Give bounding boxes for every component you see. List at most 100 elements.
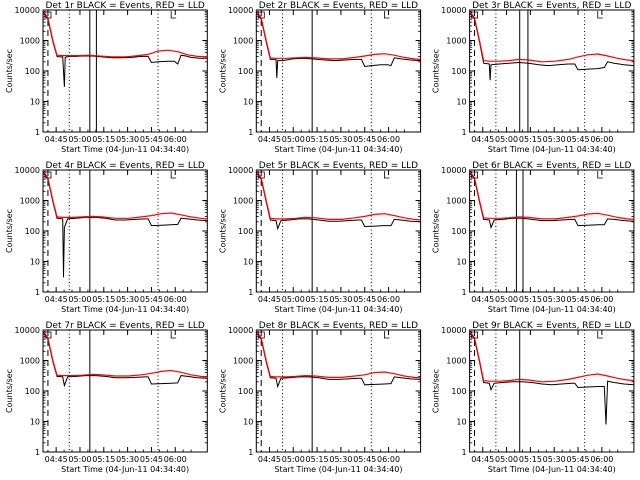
x-tick-label: 05:30 bbox=[329, 455, 352, 464]
series-line-events bbox=[255, 171, 421, 231]
x-tick-label: 05:15 bbox=[306, 295, 329, 304]
x-tick-label: 05:30 bbox=[543, 295, 566, 304]
series-line-events bbox=[255, 331, 421, 389]
y-tick-label: 10000 bbox=[228, 326, 253, 335]
x-tick-label: 04:45 bbox=[45, 455, 68, 464]
y-axis-label: Counts/sec bbox=[432, 209, 441, 253]
series-line-events bbox=[255, 11, 421, 78]
x-tick-label: 06:00 bbox=[377, 135, 400, 144]
y-tick-label: 10 bbox=[30, 98, 40, 107]
x-tick-label: 05:45 bbox=[140, 135, 163, 144]
y-tick-label: 100 bbox=[25, 227, 40, 236]
chart-title: Det 5r BLACK = Events, RED = LLD bbox=[259, 161, 418, 171]
y-axis-label: Counts/sec bbox=[5, 369, 14, 413]
chart-panel-9: Det 9r BLACK = Events, RED = LLD 1 10 100 10… bbox=[432, 321, 635, 474]
x-tick-label: 06:00 bbox=[164, 295, 187, 304]
corner-marker-left bbox=[257, 11, 265, 19]
x-tick-label: 05:00 bbox=[68, 455, 91, 464]
series-line-lld bbox=[42, 10, 208, 58]
x-axis-label: Start Time (04-Jun-11 04:34:40) bbox=[61, 145, 189, 154]
x-tick-label: 05:15 bbox=[519, 295, 542, 304]
y-axis-label: Counts/sec bbox=[5, 49, 14, 93]
x-axis-label: Start Time (04-Jun-11 04:34:40) bbox=[61, 305, 189, 314]
corner-marker-right bbox=[170, 171, 177, 179]
x-tick-label: 05:45 bbox=[353, 455, 376, 464]
x-tick-label: 05:15 bbox=[92, 455, 115, 464]
x-tick-label: 05:30 bbox=[329, 135, 352, 144]
x-tick-label: 05:00 bbox=[68, 135, 91, 144]
y-axis-label: Counts/sec bbox=[218, 369, 227, 413]
x-tick-label: 05:45 bbox=[353, 295, 376, 304]
series-line-lld bbox=[255, 10, 421, 60]
x-tick-label: 06:00 bbox=[590, 455, 613, 464]
corner-marker-left bbox=[257, 171, 265, 179]
y-tick-label: 10 bbox=[30, 418, 40, 427]
y-tick-label: 1000 bbox=[233, 197, 253, 206]
x-tick-label: 05:30 bbox=[329, 295, 352, 304]
x-tick-label: 05:15 bbox=[92, 135, 115, 144]
corner-marker-left bbox=[44, 171, 52, 179]
corner-marker-right bbox=[170, 331, 177, 339]
chart-panel-4: Det 4r BLACK = Events, RED = LLD 1 10 100 10… bbox=[5, 161, 208, 314]
x-tick-label: 05:00 bbox=[68, 295, 91, 304]
series-line-events bbox=[469, 331, 634, 425]
y-tick-label: 1000 bbox=[446, 197, 466, 206]
chart-title: Det 9r BLACK = Events, RED = LLD bbox=[472, 321, 631, 331]
chart-title: Det 7r BLACK = Events, RED = LLD bbox=[46, 321, 205, 331]
corner-marker-right bbox=[384, 11, 390, 19]
x-tick-label: 04:45 bbox=[45, 135, 68, 144]
chart-panel-3: Det 3r BLACK = Events, RED = LLD 1 10 100 10… bbox=[432, 1, 635, 154]
corner-marker-right bbox=[170, 11, 177, 19]
y-tick-label: 100 bbox=[451, 227, 466, 236]
x-tick-label: 05:30 bbox=[116, 135, 139, 144]
x-axis-label: Start Time (04-Jun-11 04:34:40) bbox=[488, 305, 616, 314]
y-tick-label: 1 bbox=[248, 448, 253, 457]
y-axis-label: Counts/sec bbox=[432, 369, 441, 413]
y-tick-label: 100 bbox=[451, 387, 466, 396]
y-tick-label: 100 bbox=[238, 387, 253, 396]
chart-title: Det 2r BLACK = Events, RED = LLD bbox=[259, 1, 418, 11]
y-tick-label: 10 bbox=[243, 418, 253, 427]
corner-marker-right bbox=[384, 331, 390, 339]
x-tick-label: 05:45 bbox=[140, 295, 163, 304]
x-axis-label: Start Time (04-Jun-11 04:34:40) bbox=[274, 465, 402, 474]
x-tick-label: 05:30 bbox=[116, 455, 139, 464]
x-tick-label: 05:00 bbox=[495, 455, 518, 464]
series-line-events bbox=[42, 171, 208, 278]
y-tick-label: 1 bbox=[462, 128, 467, 137]
y-tick-label: 100 bbox=[25, 67, 40, 76]
x-tick-label: 05:15 bbox=[92, 295, 115, 304]
y-tick-label: 1 bbox=[35, 288, 40, 297]
corner-marker-right bbox=[597, 11, 603, 19]
chart-title: Det 1r BLACK = Events, RED = LLD bbox=[46, 1, 205, 11]
x-tick-label: 06:00 bbox=[590, 295, 613, 304]
x-tick-label: 06:00 bbox=[377, 455, 400, 464]
y-tick-label: 10 bbox=[30, 258, 40, 267]
x-tick-label: 05:45 bbox=[567, 295, 590, 304]
y-tick-label: 10 bbox=[456, 98, 466, 107]
chart-panel-2: Det 2r BLACK = Events, RED = LLD 1 10 100 10… bbox=[218, 1, 422, 154]
x-tick-label: 05:30 bbox=[543, 135, 566, 144]
series-line-events bbox=[469, 171, 634, 230]
x-tick-label: 05:00 bbox=[282, 135, 305, 144]
y-axis-label: Counts/sec bbox=[218, 209, 227, 253]
corner-marker-left bbox=[471, 331, 478, 339]
y-tick-label: 10000 bbox=[228, 6, 253, 15]
chart-panel-8: Det 8r BLACK = Events, RED = LLD 1 10 100 10… bbox=[218, 321, 422, 474]
y-tick-label: 10000 bbox=[15, 326, 40, 335]
x-tick-label: 05:15 bbox=[519, 455, 542, 464]
series-line-events bbox=[42, 11, 208, 87]
chart-panel-1: Det 1r BLACK = Events, RED = LLD 1 10 100 10… bbox=[5, 1, 208, 154]
series-line-lld bbox=[42, 330, 208, 378]
corner-marker-left bbox=[44, 11, 52, 19]
y-tick-label: 1 bbox=[462, 288, 467, 297]
y-tick-label: 10 bbox=[243, 258, 253, 267]
series-line-lld bbox=[469, 330, 634, 383]
x-tick-label: 05:45 bbox=[353, 135, 376, 144]
y-axis-label: Counts/sec bbox=[432, 49, 441, 93]
corner-marker-left bbox=[44, 331, 52, 339]
y-axis-label: Counts/sec bbox=[218, 49, 227, 93]
corner-marker-left bbox=[471, 11, 478, 19]
y-tick-label: 10000 bbox=[441, 166, 466, 175]
